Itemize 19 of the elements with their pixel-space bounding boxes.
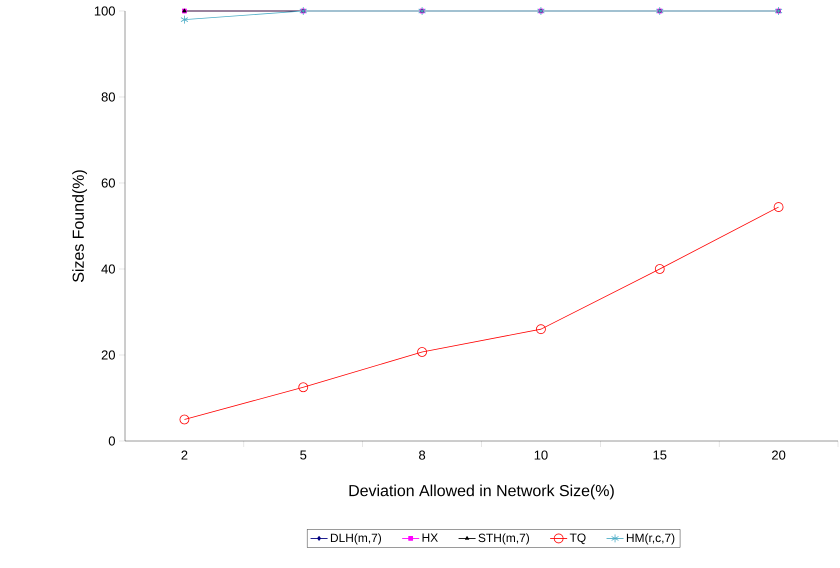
x-tick-label: 8 [419, 450, 426, 460]
y-tick-label: 60 [102, 178, 115, 188]
y-axis-title: Sizes Found(%) [72, 170, 88, 282]
legend-label: STH(m,7) [478, 533, 530, 544]
legend-label: HX [422, 534, 438, 542]
x-tick-label: 2 [181, 450, 188, 460]
legend-label: TQ [570, 534, 586, 544]
y-tick-label: 0 [108, 436, 115, 446]
y-tick-label: 80 [102, 92, 115, 102]
x-axis-title: Deviation Allowed in Network Size(%) [349, 484, 614, 500]
legend-label: DLH(m,7) [330, 533, 382, 544]
x-tick-label: 20 [772, 450, 786, 460]
y-tick-label: 40 [101, 264, 115, 274]
x-tick-label: 10 [534, 450, 548, 460]
x-tick-label: 5 [300, 450, 306, 460]
x-tick-label: 15 [654, 450, 666, 460]
y-tick-label: 20 [102, 350, 115, 360]
legend-label: HM(r,c,7) [626, 533, 674, 544]
y-tick-label: 100 [94, 6, 115, 16]
